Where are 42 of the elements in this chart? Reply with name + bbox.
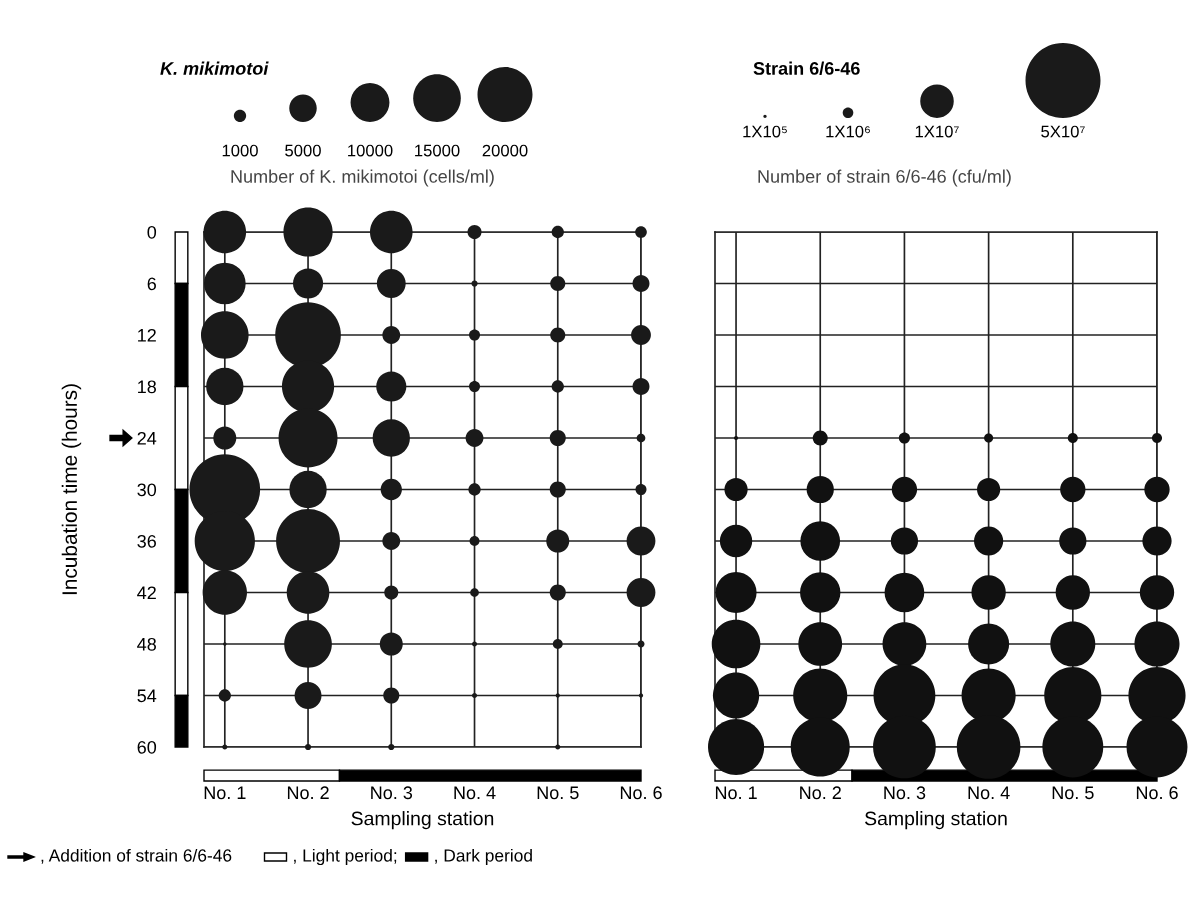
x-axis-title: Sampling station [351,811,494,830]
text: , Dark period [435,848,532,866]
y-tick-label: 18 [138,380,156,394]
y-tick-label: 12 [138,328,156,342]
y-tick-label: 54 [137,689,157,703]
legend-label: 5000 [285,144,321,157]
x-tick-label: No. 2 [287,786,329,800]
x-tick-label: No. 3 [371,786,413,800]
y-tick-label: 30 [137,483,157,497]
x-tick-label: No. 6 [1136,786,1178,800]
x-tick-label: No. 4 [454,786,496,800]
legend-label: 15000 [415,144,460,157]
text: , Addition of strain 6/6-46 [41,848,232,864]
x-tick-label: No. 6 [620,786,662,800]
x-tick-label: No. 1 [715,786,757,800]
y-tick-label: 36 [137,534,156,548]
legend-label: 5X10⁷ [1041,125,1085,138]
y-tick-label: 60 [137,740,157,754]
legend-label: 20000 [482,144,528,157]
x-tick-label: No. 2 [800,786,841,800]
x-tick-label: No. 5 [1052,786,1094,800]
x-axis-title: Sampling station [865,811,1007,830]
y-axis-title: Incubation time (hours) [61,384,82,595]
text: Number of strain 6/6-46 (cfu/ml) [758,169,1011,187]
legend-label: 1X10⁶ [826,125,870,138]
legend-label: 10000 [348,144,393,157]
x-tick-label: No. 5 [537,786,579,800]
legend-label: 1000 [222,144,258,157]
legend-label: 1X10⁵ [743,125,787,138]
legend-title: Strain 6/6-46 [753,61,860,76]
y-tick-label: 24 [137,431,157,445]
text: Number of K. mikimotoi (cells/ml) [231,169,494,187]
x-tick-label: No. 1 [204,786,246,800]
x-tick-label: No. 3 [884,786,926,800]
y-tick-label: 42 [137,586,156,600]
y-tick-label: 6 [147,277,156,291]
legend-title: K. mikimotoi [160,61,269,75]
legend-label: 1X10⁷ [915,125,959,138]
x-tick-label: No. 4 [968,786,1010,800]
y-tick-label: 0 [147,225,157,239]
text: , Light period; [294,848,397,866]
y-tick-label: 48 [137,637,156,651]
